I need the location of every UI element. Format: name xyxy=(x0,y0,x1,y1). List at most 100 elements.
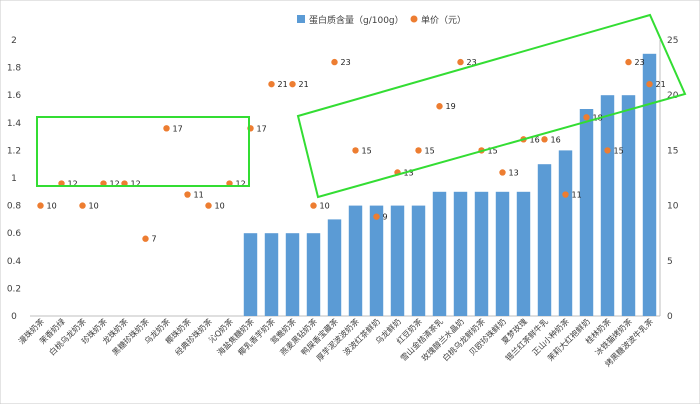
price-point xyxy=(562,191,569,198)
price-point xyxy=(184,191,191,198)
price-point xyxy=(604,147,611,154)
bar xyxy=(432,191,447,316)
price-data-label: 15 xyxy=(488,146,498,155)
price-data-label: 17 xyxy=(257,124,267,133)
y-right-tick-label: 0 xyxy=(667,312,673,322)
price-data-label: 13 xyxy=(404,168,414,177)
bar xyxy=(285,233,300,316)
price-point xyxy=(436,103,443,110)
annotation-box-right xyxy=(296,13,687,199)
bar xyxy=(264,233,279,316)
bar xyxy=(642,53,657,317)
price-point xyxy=(499,169,506,176)
price-data-label: 21 xyxy=(656,80,666,89)
legend-point-swatch xyxy=(410,15,418,23)
bar xyxy=(537,164,552,316)
legend-bar-label: 蛋白质含量（g/100g） xyxy=(309,14,404,26)
y-right-tick-label: 25 xyxy=(667,36,678,46)
price-data-label: 10 xyxy=(89,202,99,211)
bar xyxy=(495,191,510,316)
right-axis-ticks: 0 5 10 15 20 25 xyxy=(667,36,679,322)
price-data-label: 12 xyxy=(110,180,120,189)
y-right-tick-label: 5 xyxy=(667,257,673,267)
price-point xyxy=(79,202,86,209)
price-data-label: 12 xyxy=(236,180,246,189)
bar xyxy=(516,191,531,316)
y-left-tick-label: 1.6 xyxy=(7,91,22,101)
price-point xyxy=(457,58,464,66)
price-data-label: 9 xyxy=(383,213,388,222)
price-point xyxy=(541,136,548,143)
price-data-label: 21 xyxy=(299,80,309,89)
price-point xyxy=(331,58,338,66)
bar xyxy=(579,109,594,316)
price-data-label: 23 xyxy=(635,58,645,67)
price-point xyxy=(37,202,44,209)
legend-point-label: 单价（元） xyxy=(421,14,466,26)
y-left-tick-label: 0.6 xyxy=(7,229,22,239)
y-left-tick-label: 1.4 xyxy=(7,119,22,129)
price-data-label: 21 xyxy=(278,80,288,89)
y-right-tick-label: 10 xyxy=(667,202,679,212)
annotations xyxy=(36,13,687,199)
price-point xyxy=(646,80,653,88)
bar xyxy=(474,191,489,316)
price-data-label: 12 xyxy=(131,180,141,189)
y-left-tick-label: 0 xyxy=(11,312,17,322)
bar xyxy=(306,233,321,316)
y-left-tick-label: 0.8 xyxy=(7,202,22,212)
price-data-label: 15 xyxy=(614,146,624,155)
price-point xyxy=(142,235,149,242)
bar xyxy=(411,205,426,316)
bar-series xyxy=(243,53,657,317)
bar xyxy=(327,219,342,316)
price-data-label: 23 xyxy=(341,58,351,67)
price-data-label: 12 xyxy=(68,180,78,189)
point-series: 10 12 10 12 12 7 17 11 10 12 17 21 21 10 23 15 9 13 15 19 23… xyxy=(37,58,666,244)
price-point xyxy=(205,202,212,209)
price-point xyxy=(415,147,422,154)
bar xyxy=(243,233,258,316)
price-point xyxy=(625,58,632,66)
price-data-label: 10 xyxy=(47,202,57,211)
price-data-label: 11 xyxy=(572,191,582,200)
bar xyxy=(600,95,615,316)
bar xyxy=(453,191,468,316)
price-data-label: 15 xyxy=(362,146,372,155)
price-point xyxy=(583,114,590,121)
price-point xyxy=(289,80,296,88)
bar xyxy=(390,205,405,316)
bar xyxy=(621,95,636,316)
y-left-tick-label: 1.8 xyxy=(7,64,22,74)
price-data-label: 19 xyxy=(446,102,456,111)
y-left-tick-label: 1.2 xyxy=(7,146,21,156)
price-point xyxy=(352,147,359,154)
bar xyxy=(369,205,384,316)
y-left-tick-label: 1 xyxy=(11,174,17,184)
y-right-tick-label: 20 xyxy=(667,91,679,101)
price-point xyxy=(268,80,275,88)
price-point xyxy=(373,213,380,220)
price-data-label: 16 xyxy=(551,135,561,144)
price-data-label: 10 xyxy=(215,202,225,211)
price-point xyxy=(163,125,170,132)
bar xyxy=(558,150,573,316)
price-data-label: 16 xyxy=(530,135,540,144)
price-data-label: 13 xyxy=(509,168,519,177)
y-left-tick-label: 0.2 xyxy=(7,284,21,294)
legend-bar-swatch xyxy=(297,15,305,23)
price-data-label: 17 xyxy=(173,124,183,133)
annotation-box-left xyxy=(36,116,250,187)
price-data-label: 7 xyxy=(152,235,157,244)
legend: 蛋白质含量（g/100g） 单价（元） xyxy=(297,14,466,26)
y-left-tick-label: 0.4 xyxy=(7,257,22,267)
y-left-tick-label: 2 xyxy=(11,36,17,46)
price-data-label: 11 xyxy=(194,191,204,200)
y-right-tick-label: 15 xyxy=(667,146,678,156)
left-axis-ticks: 0 0.2 0.4 0.6 0.8 1 1.2 1.4 1.6 1.8 2 xyxy=(7,36,22,322)
price-data-label: 10 xyxy=(320,202,330,211)
price-data-label: 15 xyxy=(425,146,435,155)
bar xyxy=(348,205,363,316)
price-point xyxy=(310,202,317,209)
